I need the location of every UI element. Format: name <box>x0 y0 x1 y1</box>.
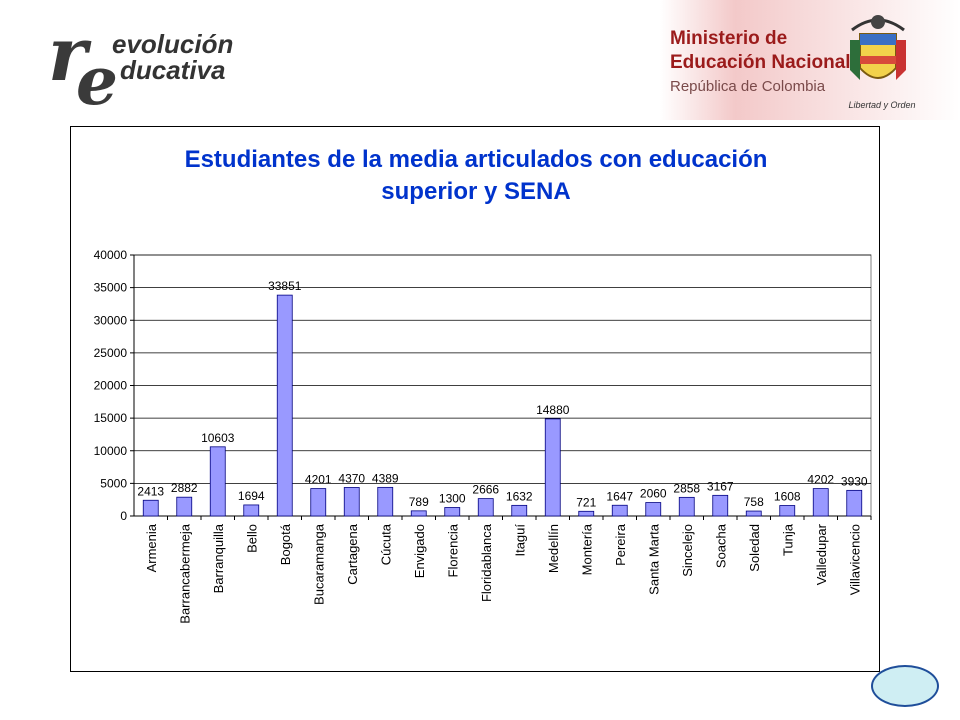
category-label: Cúcuta <box>378 523 393 565</box>
category-label: Itaguí <box>512 524 527 557</box>
data-label: 1608 <box>774 490 801 504</box>
revolucion-educativa-logo: r e evolución ducativa <box>40 12 260 114</box>
bar <box>578 510 595 517</box>
ministry-logo-block: Ministerio de Educación Nacional Repúbli… <box>660 0 960 120</box>
category-label: Bucaramanga <box>311 523 326 605</box>
data-label: 721 <box>576 495 596 509</box>
category-label: Sincelejo <box>680 524 695 577</box>
bar <box>511 504 528 517</box>
y-axis: 0 5000 10000 15000 20000 25000 30000 35000 40000 <box>94 248 872 523</box>
data-label: 789 <box>409 495 429 509</box>
bar <box>846 489 863 517</box>
data-label: 10603 <box>201 431 235 445</box>
category-label: Soledad <box>747 524 762 572</box>
bar <box>410 510 427 517</box>
data-label: 4389 <box>372 471 399 485</box>
bar <box>343 487 360 517</box>
bar <box>712 494 729 517</box>
bar <box>444 507 461 517</box>
y-tick-label: 0 <box>120 509 127 523</box>
data-label: 2413 <box>137 484 164 498</box>
ministry-line-1: Ministerio de <box>670 28 788 49</box>
y-tick-label: 15000 <box>94 411 128 425</box>
data-label: 3167 <box>707 479 734 493</box>
chart-title-line-2: superior y SENA <box>381 178 570 205</box>
category-label: Santa Marta <box>646 523 661 595</box>
y-tick-label: 10000 <box>94 444 128 458</box>
bar <box>678 496 695 517</box>
colombia-coat-of-arms-icon <box>850 15 906 80</box>
data-label: 3930 <box>841 474 868 488</box>
bar <box>142 499 159 517</box>
bar <box>544 418 561 517</box>
data-label: 2060 <box>640 487 667 501</box>
bar <box>812 488 829 517</box>
data-label: 4370 <box>338 471 365 485</box>
category-label: Barrancabermeja <box>177 523 192 623</box>
data-label: 1647 <box>606 489 633 503</box>
logo-word-ducativa: ducativa <box>120 55 226 85</box>
category-label: Envigado <box>412 524 427 578</box>
data-label: 4201 <box>305 473 332 487</box>
bar <box>645 502 662 517</box>
ministry-line-2: Educación Nacional <box>670 52 851 73</box>
category-label: Pereira <box>613 523 628 566</box>
data-label: 758 <box>744 495 764 509</box>
bar <box>611 504 628 517</box>
chart-frame: Estudiantes de la media articulados con … <box>70 126 880 672</box>
category-label: Armenia <box>144 523 159 572</box>
ministry-motto: Libertad y Orden <box>848 100 916 110</box>
data-label: 1300 <box>439 492 466 506</box>
bar <box>310 488 327 517</box>
bar <box>377 486 394 517</box>
data-label: 2666 <box>472 483 499 497</box>
x-axis-labels: Armenia Barrancabermeja Barranquilla Bello B… <box>144 516 872 624</box>
bar <box>243 504 260 517</box>
category-label: Cartagena <box>345 523 360 584</box>
category-label: Floridablanca <box>479 523 494 602</box>
chart-title-line-1: Estudiantes de la media articulados con … <box>185 146 768 173</box>
bar <box>779 505 796 517</box>
y-tick-label: 40000 <box>94 248 128 262</box>
data-label: 1632 <box>506 489 533 503</box>
y-tick-label: 30000 <box>94 313 128 327</box>
bar <box>477 498 494 517</box>
category-label: Soacha <box>713 523 728 568</box>
y-tick-label: 20000 <box>94 379 128 393</box>
category-label: Villavicencio <box>847 524 862 595</box>
category-label: Medellín <box>546 524 561 573</box>
bar <box>176 496 193 517</box>
logo-letter-r: r <box>48 12 87 98</box>
category-label: Tunja <box>780 523 795 556</box>
data-label: 1694 <box>238 489 265 503</box>
bar-chart: Estudiantes de la media articulados con … <box>94 146 872 624</box>
y-tick-label: 25000 <box>94 346 128 360</box>
data-label: 4202 <box>807 473 834 487</box>
y-tick-label: 5000 <box>100 476 127 490</box>
bar <box>276 294 293 517</box>
category-label: Barranquilla <box>211 523 226 593</box>
category-label: Bogotá <box>278 523 293 565</box>
bar <box>209 446 226 517</box>
data-label: 2882 <box>171 481 198 495</box>
bars: 2413 2882 10603 1694 33851 4201 4370 4389 789 130… <box>137 279 868 517</box>
category-label: Florencia <box>445 523 460 577</box>
logo-letter-e: e <box>76 42 118 120</box>
category-label: Montería <box>579 523 594 575</box>
category-label: Bello <box>244 524 259 553</box>
data-label: 14880 <box>536 403 570 417</box>
category-label: Valledupar <box>814 523 829 585</box>
data-label: 33851 <box>268 279 302 293</box>
logo-word-evolucion: evolución <box>112 29 234 59</box>
ministry-line-3: República de Colombia <box>670 78 826 95</box>
header-banner: r e evolución ducativa Ministerio de Edu… <box>0 0 960 120</box>
data-label: 2858 <box>673 481 700 495</box>
bar <box>745 510 762 517</box>
navigation-oval-button[interactable] <box>871 665 939 707</box>
y-tick-label: 35000 <box>94 281 128 295</box>
